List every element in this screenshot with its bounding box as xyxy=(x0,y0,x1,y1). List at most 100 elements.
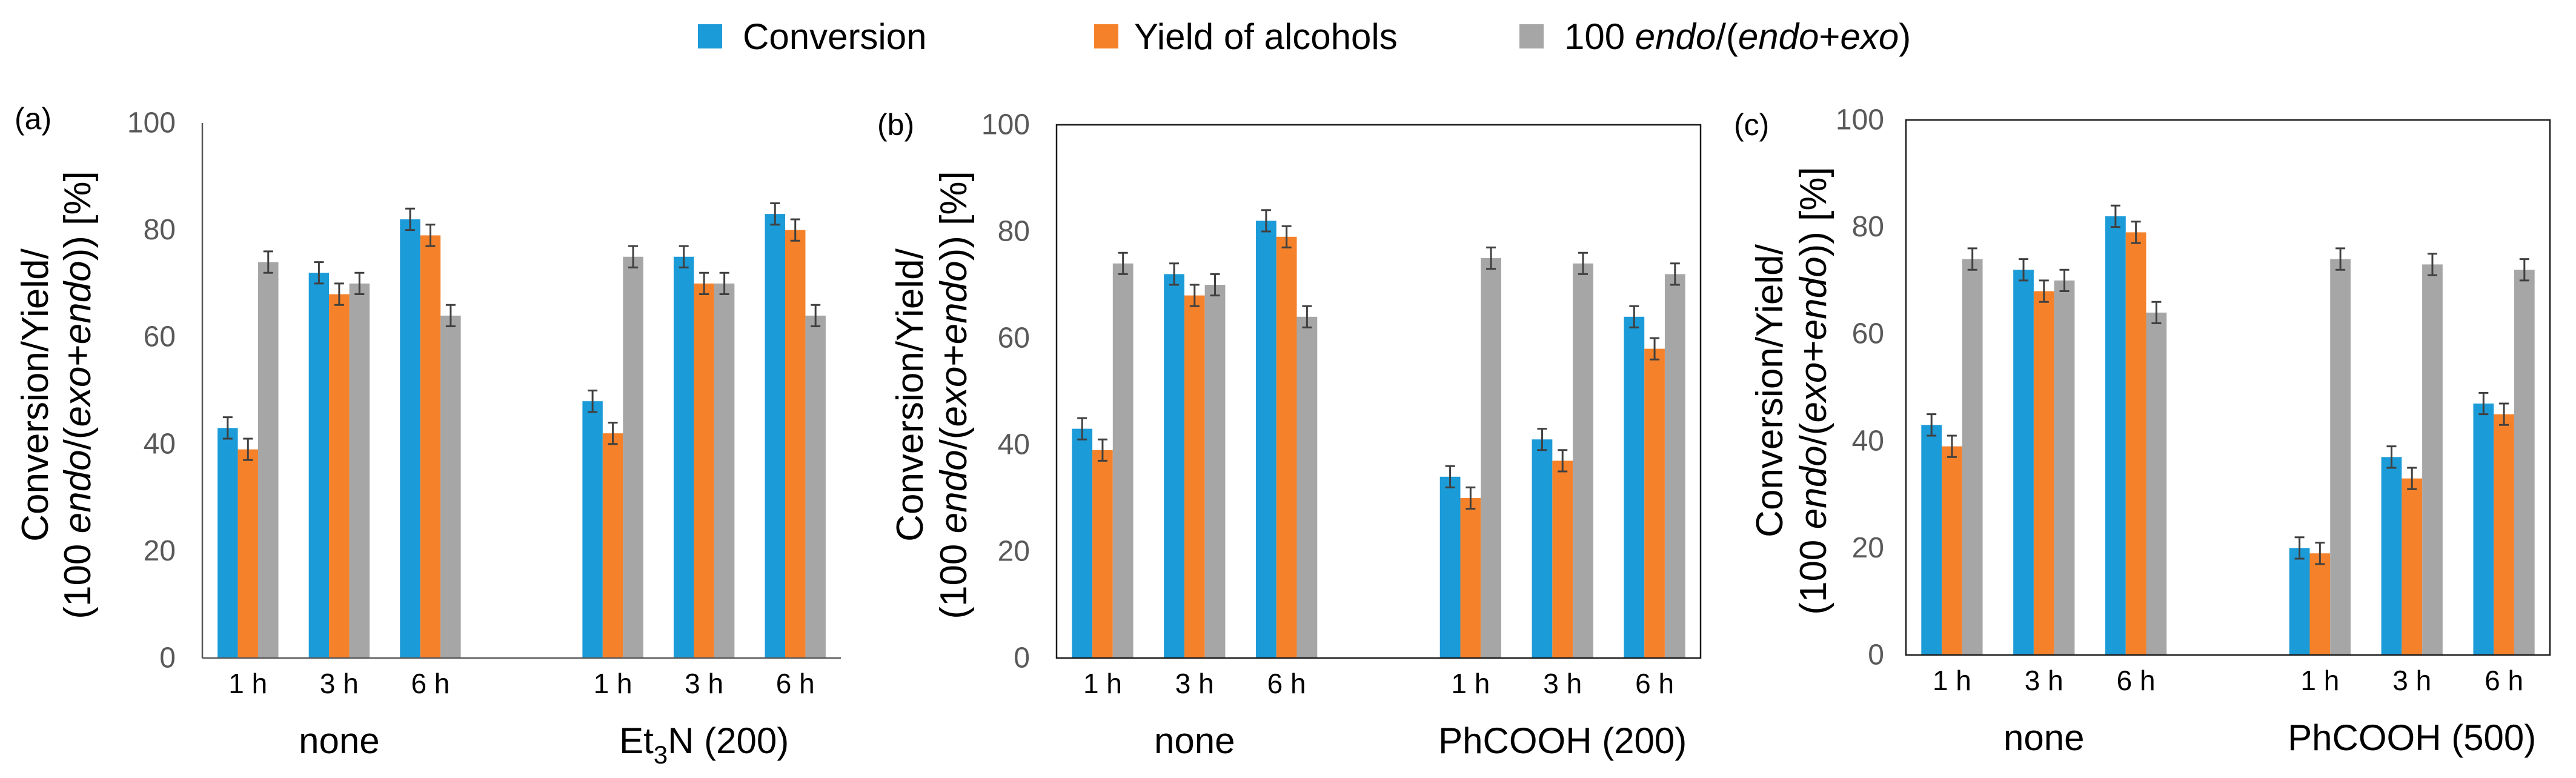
x-category-label: 6 h xyxy=(776,668,815,699)
error-bar xyxy=(1118,251,1128,275)
bars xyxy=(217,214,826,659)
error-bar xyxy=(222,416,233,440)
y-axis-title-part: endo xyxy=(57,450,99,533)
series-yield-of-alcohols xyxy=(1092,236,1665,659)
y-tick-label: 60 xyxy=(998,322,1030,354)
error-bar xyxy=(1466,486,1476,510)
error-bar xyxy=(2519,258,2529,282)
error-bar xyxy=(719,271,729,296)
x-category-label: 3 h xyxy=(320,668,359,699)
bar xyxy=(2105,216,2126,655)
bar xyxy=(308,273,330,658)
bar xyxy=(1532,439,1553,658)
y-axis-title-part: + xyxy=(933,344,975,366)
x-group-label: Et3N (200) xyxy=(619,720,789,770)
y-axis-title-part: endo xyxy=(1793,445,1834,529)
y-axis-title-part: endo xyxy=(1793,256,1834,340)
y-tick-label: 80 xyxy=(1852,211,1884,243)
bar xyxy=(2289,548,2310,655)
bar xyxy=(2330,259,2351,656)
x-group-label-part: N (200) xyxy=(668,720,789,761)
bar xyxy=(1644,348,1665,658)
x-group-labels: none PhCOOH (500) xyxy=(2003,717,2536,758)
legend-label-part: exo xyxy=(1840,16,1899,57)
bar xyxy=(1481,258,1501,658)
bar xyxy=(2054,280,2075,655)
bar xyxy=(1942,446,1962,655)
y-tick-label: 20 xyxy=(998,536,1030,568)
y-tick-label: 40 xyxy=(998,429,1030,461)
error-bar xyxy=(2427,253,2437,276)
y-tick-labels: 0 20 40 60 80 100 xyxy=(127,107,176,674)
y-tick-label: 0 xyxy=(159,642,176,674)
x-category-labels: 1 h 3 h 6 h 1 h 3 h 6 h xyxy=(228,668,814,699)
bar xyxy=(1204,285,1226,658)
error-bar xyxy=(1670,262,1680,286)
error-bar xyxy=(790,218,800,242)
x-category-labels: 1 h 3 h 6 h 1 h 3 h 6 h xyxy=(1933,665,2523,696)
error-bar xyxy=(2407,467,2417,490)
x-group-label: none xyxy=(299,720,379,761)
y-axis-title-line-1: Conversion/Yield/ xyxy=(15,248,56,541)
error-bar xyxy=(263,250,273,274)
y-axis-title-part: Conversion/Yield/ xyxy=(1749,244,1791,537)
error-bar xyxy=(2499,402,2509,426)
bar xyxy=(785,230,806,659)
error-bar xyxy=(2019,258,2029,282)
error-bar xyxy=(1629,305,1639,328)
y-tick-label: 80 xyxy=(998,216,1030,248)
y-axis-title-part: (100 xyxy=(933,533,975,619)
legend-swatch xyxy=(698,24,722,48)
x-category-label: 1 h xyxy=(1451,668,1490,699)
legend-label-part: endo xyxy=(1738,16,1819,57)
error-bar xyxy=(405,207,415,231)
bar xyxy=(673,256,694,658)
y-tick-label: 100 xyxy=(981,109,1030,141)
panel-a: (a) Conversion/Yield/(100 endo/(exo+endo… xyxy=(15,102,841,770)
y-tick-labels: 0 20 40 60 80 100 xyxy=(981,109,1030,674)
y-axis-title-line-2: (100 endo/(exo+endo)) [%] xyxy=(1793,167,1834,614)
bar xyxy=(1921,425,1942,655)
x-group-labels: none PhCOOH (200) xyxy=(1154,720,1687,761)
bar xyxy=(2422,264,2443,655)
legend-label-part: Conversion xyxy=(743,16,927,57)
error-bar xyxy=(2478,391,2489,416)
bar xyxy=(2146,312,2167,655)
bar xyxy=(440,315,461,658)
y-axis-title-part: )) [%] xyxy=(933,171,975,261)
error-bars xyxy=(1077,209,1680,510)
y-tick-label: 80 xyxy=(144,214,176,246)
y-axis-title-part: (100 xyxy=(1793,529,1834,614)
error-bar xyxy=(608,421,618,445)
x-category-label: 3 h xyxy=(2392,665,2431,696)
bar xyxy=(2033,291,2054,655)
y-axis-title-part: endo xyxy=(933,450,975,533)
error-bar xyxy=(1210,273,1220,297)
legend: Conversion Yield of alcohols 100 endo/(end… xyxy=(698,16,1911,57)
bar xyxy=(258,262,279,659)
y-axis-title-part: Conversion/Yield/ xyxy=(15,248,56,541)
panel-label: (c) xyxy=(1734,108,1769,142)
error-bar xyxy=(628,245,639,268)
x-group-label-part: Et xyxy=(619,720,654,761)
y-axis-title-line-2: (100 endo/(exo+endo)) [%] xyxy=(933,171,975,619)
error-bar xyxy=(1650,337,1660,361)
x-group-label-part: PhCOOH (200) xyxy=(1438,720,1687,761)
x-group-labels: none Et3N (200) xyxy=(299,720,789,770)
bar xyxy=(2309,553,2331,655)
legend-swatch xyxy=(1519,24,1544,48)
y-axis-title-part: + xyxy=(57,344,99,366)
series-100-endo-endo-exo xyxy=(258,256,826,659)
plot-frame xyxy=(1055,124,1702,659)
y-axis-title-part: + xyxy=(1793,340,1834,362)
x-group-label-part: none xyxy=(1154,720,1235,761)
x-group-label: none xyxy=(1154,720,1235,761)
y-axis-title-part: )) [%] xyxy=(1793,167,1834,256)
legend-item-100-endo-endo-exo: 100 endo/(endo+exo) xyxy=(1519,16,1911,57)
panel-label: (a) xyxy=(15,102,51,136)
panel-c: (c) Conversion/Yield/(100 endo/(exo+endo… xyxy=(1734,104,2551,758)
y-tick-label: 100 xyxy=(1836,104,1884,136)
bar xyxy=(237,449,259,658)
error-bar xyxy=(588,390,598,413)
